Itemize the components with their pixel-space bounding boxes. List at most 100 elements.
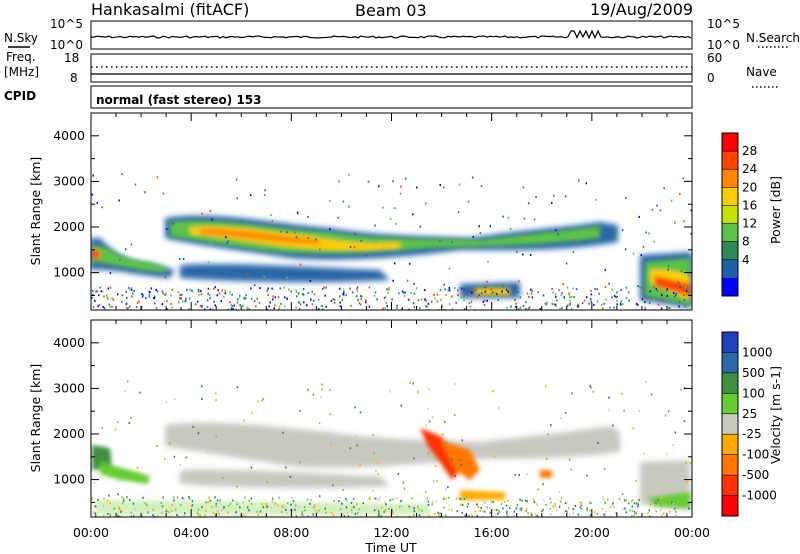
echo-pixel [463, 295, 465, 298]
echo-pixel [556, 299, 558, 302]
noise-left-tick-top: 10^5 [50, 17, 83, 31]
echo-pixel [427, 407, 429, 410]
echo-pixel [646, 296, 649, 299]
echo-pixel [412, 302, 415, 305]
echo-pixel [236, 501, 238, 504]
echo-pixel [156, 515, 159, 517]
echo-pixel [196, 300, 199, 303]
echo-pixel [554, 505, 557, 507]
echo-pixel [295, 236, 298, 239]
echo-pixel [219, 501, 221, 504]
echo-pixel [236, 301, 239, 304]
echo-pixel [126, 302, 128, 305]
echo-pixel [347, 515, 350, 517]
echo-pixel [246, 306, 249, 309]
echo-pixel [259, 287, 261, 290]
echo-pixel [558, 505, 561, 508]
echo-pixel [209, 308, 212, 310]
echo-pixel [95, 258, 97, 261]
echo-pixel [395, 497, 398, 500]
echo-pixel [329, 388, 331, 391]
echo-pixel [107, 513, 109, 515]
echo-pixel [339, 295, 341, 298]
echo-pixel [413, 457, 415, 460]
echo-pixel [269, 301, 271, 304]
colorbar-segment [722, 372, 738, 394]
echo-pixel [232, 307, 234, 310]
echo-pixel [198, 294, 200, 297]
echo-pixel [621, 493, 624, 496]
echo-pixel [162, 292, 164, 295]
echo-pixel [177, 291, 180, 294]
power-heatmap [91, 215, 692, 308]
echo-pixel [238, 296, 241, 299]
echo-pixel [568, 294, 571, 297]
echo-pixel [418, 508, 420, 511]
echo-pixel [444, 514, 447, 517]
echo-pixel [392, 512, 394, 515]
echo-pixel [143, 502, 146, 504]
echo-pixel [286, 276, 288, 279]
echo-pixel [166, 510, 168, 513]
echo-pixel [226, 242, 228, 244]
echo-pixel [526, 292, 529, 295]
echo-pixel [625, 286, 628, 289]
echo-pixel [188, 497, 191, 500]
echo-pixel [147, 511, 149, 514]
echo-pixel [377, 473, 380, 476]
echo-pixel [356, 286, 359, 289]
echo-pixel [220, 300, 222, 303]
echo-pixel [162, 192, 165, 195]
echo-pixel [605, 298, 607, 301]
echo-pixel [417, 391, 419, 393]
echo-pixel [339, 287, 341, 290]
echo-pixel [250, 466, 253, 469]
echo-pixel [605, 510, 607, 513]
echo-pixel [672, 300, 675, 303]
power-colorbar: 28 24 20 16 12 8 4 [721, 132, 757, 297]
echo-pixel [685, 461, 687, 464]
echo-pixel [406, 279, 409, 282]
echo-pixel [417, 505, 419, 508]
echo-pixel [299, 461, 301, 464]
echo-pixel [200, 293, 203, 296]
echo-pixel [176, 496, 179, 499]
echo-pixel [411, 497, 413, 500]
echo-pixel [250, 287, 252, 290]
echo-pixel [135, 306, 138, 309]
echo-pixel [216, 499, 219, 502]
echo-pixel [413, 282, 415, 285]
echo-pixel [555, 304, 557, 307]
echo-pixel [296, 295, 298, 298]
echo-pixel [455, 497, 458, 500]
echo-pixel [141, 296, 144, 298]
echo-pixel [566, 286, 569, 289]
echo-pixel [233, 304, 235, 307]
echo-pixel [616, 299, 618, 302]
echo-pixel [245, 297, 247, 300]
colorbar-tick-label: -500 [742, 468, 769, 482]
echo-pixel [678, 305, 680, 308]
echo-pixel [341, 502, 343, 505]
echo-pixel [630, 515, 633, 517]
echo-pixel [348, 205, 350, 208]
echo-pixel [225, 236, 227, 239]
velocity-colorbar-label: Velocity [m s-1] [768, 366, 783, 464]
echo-pixel [675, 514, 677, 517]
echo-pixel [506, 515, 509, 517]
echo-pixel [502, 507, 504, 510]
echo-pixel [460, 503, 462, 506]
echo-pixel [307, 237, 310, 239]
echo-pixel [413, 507, 415, 510]
echo-pixel [603, 468, 606, 470]
echo-pixel [374, 497, 377, 500]
echo-pixel [668, 307, 670, 309]
echo-pixel [325, 503, 327, 506]
echo-pixel [96, 290, 99, 293]
echo-pixel [528, 295, 530, 298]
echo-pixel [173, 499, 175, 502]
echo-pixel [230, 303, 232, 306]
echo-pixel [622, 507, 624, 510]
velocity-colorbar: 1000 500 100 25 -25 -100 -500 -1000 [721, 331, 777, 517]
